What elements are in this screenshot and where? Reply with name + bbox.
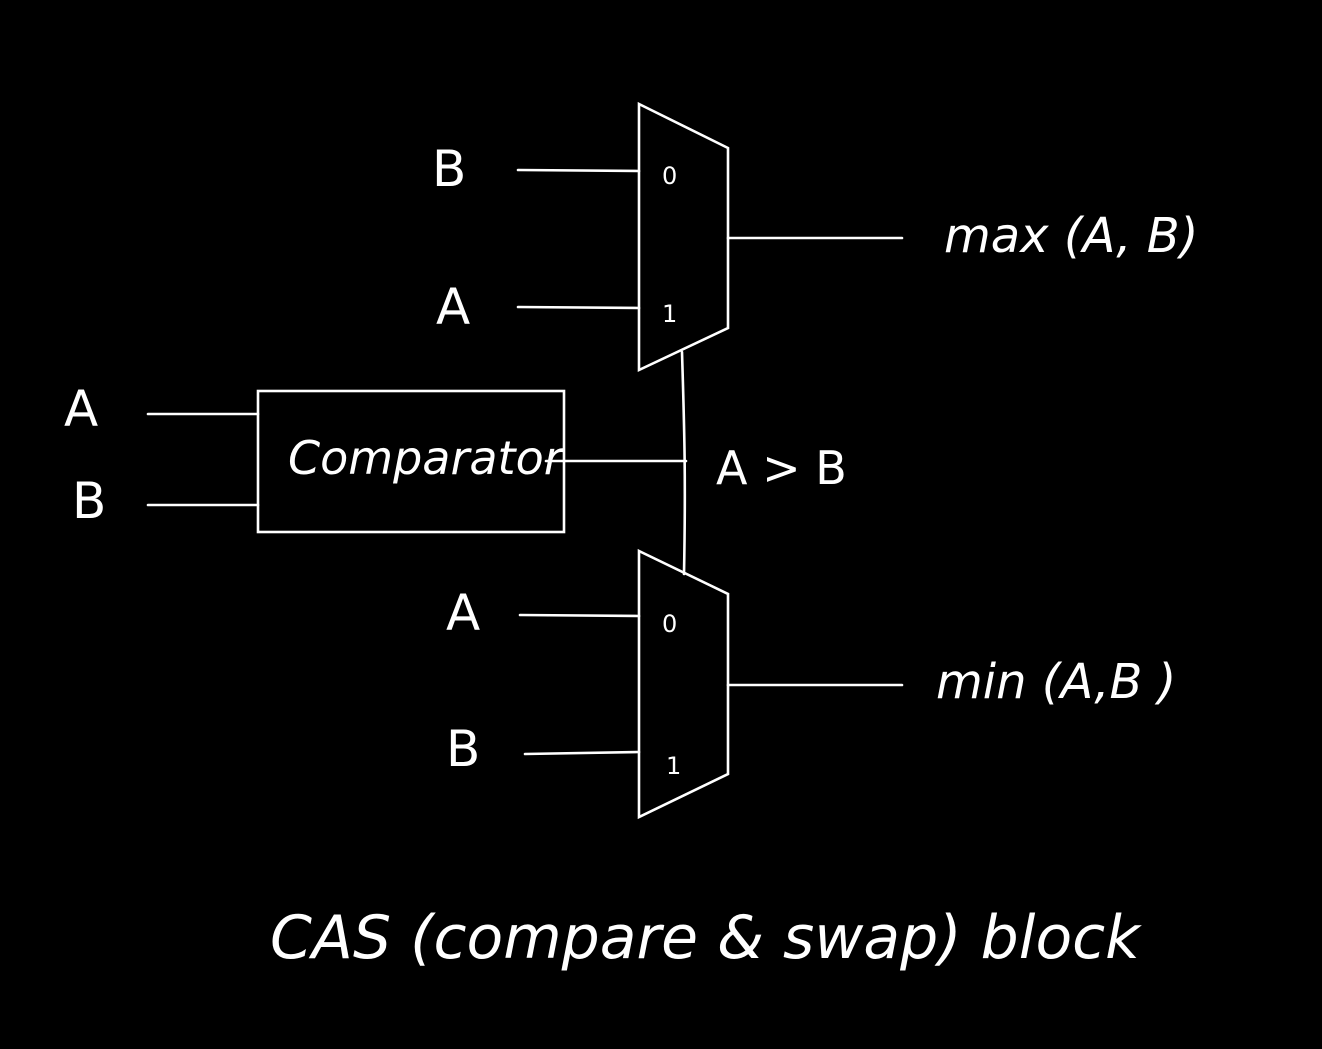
comparator-label: Comparator [288, 431, 566, 485]
mux-max: B 0 A 1 max (A, B) [432, 104, 1198, 370]
mux-max-input-0-wire [518, 170, 639, 171]
mux-min-port-0-label: 0 [662, 610, 677, 638]
mux-max-input-0-label: B [432, 140, 466, 198]
mux-min: A 0 B 1 min (A,B ) [446, 551, 1176, 817]
select-line [682, 352, 685, 574]
diagram-caption: CAS (compare & swap) block [270, 903, 1142, 973]
mux-min-input-0-wire [520, 615, 639, 616]
mux-min-input-1-label: B [446, 720, 480, 778]
mux-max-output-label: max (A, B) [944, 208, 1198, 264]
mux-max-body [639, 104, 728, 370]
mux-max-input-1-wire [518, 307, 639, 308]
mux-min-input-0-label: A [446, 584, 480, 642]
comparator-input-a-label: A [64, 380, 98, 438]
comparator-input-b-label: B [72, 472, 106, 530]
mux-min-output-label: min (A,B ) [936, 654, 1176, 710]
mux-max-port-0-label: 0 [662, 162, 677, 190]
comparator: A B Comparator A > B [64, 380, 847, 532]
mux-min-body [639, 551, 728, 817]
mux-min-input-1-wire [525, 752, 639, 754]
mux-min-port-1-label: 1 [666, 752, 681, 780]
mux-max-port-1-label: 1 [662, 300, 677, 328]
comparator-output-label: A > B [716, 441, 847, 495]
mux-max-input-1-label: A [436, 278, 470, 336]
